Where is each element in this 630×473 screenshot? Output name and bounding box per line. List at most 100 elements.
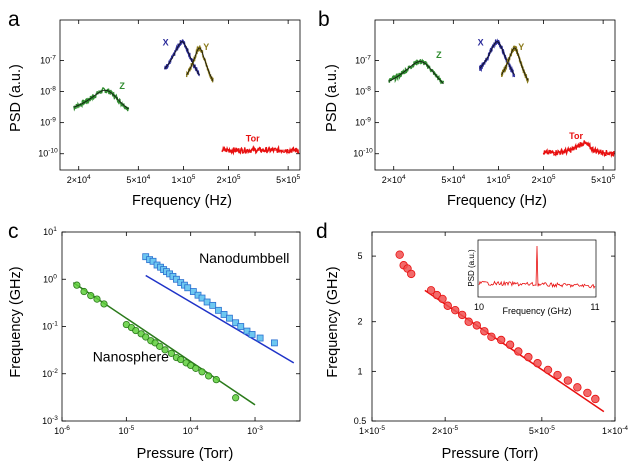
panel-d-xtick-label: 1×10-5: [359, 425, 385, 436]
panel-a-xtick-label: 5×104: [126, 174, 150, 185]
panel-c-ytick-label: 101: [43, 226, 57, 237]
panel-a-xtick-label: 1×105: [171, 174, 195, 185]
peak-label-Tor: Tor: [569, 131, 583, 141]
data-point-torsional: [583, 388, 592, 398]
panel-c: 10-6 10-5 10-4 10-3 10-3 10-2 10-1 100 101 Nanodu…: [8, 220, 301, 462]
panel-a-ytick-label: 10-8: [40, 86, 56, 97]
panel-b-xtick-label: 2×104: [382, 174, 406, 185]
psd-X-trace: [479, 38, 516, 78]
series-label-nanodumbbell: Nanodumbbell: [199, 250, 289, 266]
psd-Z-trace: [73, 86, 130, 112]
data-point-nanodumbbell: [226, 314, 233, 322]
data-point-nanodumbbell: [184, 284, 192, 292]
fit-line-nanosphere: [72, 281, 256, 406]
panel-a-plot: 2×104 5×104 1×105 2×105 5×105 10-10 10-9 10-8 10…: [38, 20, 300, 185]
panel-d: 1×10-5 2×10-5 5×10-5 1×10-4 0.5 1 2 5 d Pressur…: [316, 220, 628, 462]
inset-xlabel: Frequency (GHz): [502, 306, 571, 316]
data-point-torsional: [426, 286, 436, 295]
data-point-torsional: [457, 310, 467, 320]
panel-d-xlabel: Pressure (Torr): [442, 446, 539, 462]
data-point-nanosphere: [80, 287, 88, 296]
panel-c-ytick-label: 10-1: [42, 321, 58, 332]
panel-b-ytick-label: 10-9: [355, 117, 371, 128]
panel-d-ytick-label: 2: [357, 317, 362, 327]
panel-c-xtick-label: 10-5: [118, 425, 134, 436]
data-point-nanosphere: [156, 342, 164, 350]
data-point-torsional: [407, 269, 416, 279]
panel-a-xtick-label: 5×105: [276, 174, 300, 185]
data-point-nanosphere: [167, 349, 175, 357]
data-point-nanosphere: [232, 394, 240, 402]
data-point-nanodumbbell: [198, 294, 206, 302]
panel-d-frame: [371, 231, 616, 422]
data-point-nanodumbbell: [248, 331, 256, 338]
data-point-nanodumbbell: [189, 288, 197, 295]
panel-d-ytick-label: 1: [357, 366, 362, 376]
panel-b-xtick-label: 5×104: [441, 174, 465, 185]
series-label-nanosphere: Nanosphere: [93, 349, 169, 365]
data-point-nanosphere: [177, 355, 185, 364]
panel-c-ytick-label: 10-3: [42, 415, 58, 426]
panel-b-ytick-label: 10-8: [355, 86, 371, 97]
peak-label-Tor: Tor: [246, 133, 260, 143]
panel-c-ytick-label: 100: [43, 273, 57, 284]
panel-d-ytick-label: 5: [357, 251, 362, 261]
data-point-torsional: [591, 394, 600, 404]
data-point-nanosphere: [87, 292, 95, 300]
data-point-torsional: [563, 376, 573, 385]
data-point-nanodumbbell: [232, 319, 240, 327]
data-point-torsional: [464, 317, 473, 326]
data-point-nanosphere: [93, 295, 101, 303]
psd-Tor-fit: [543, 142, 614, 154]
psd-Z-trace: [388, 58, 445, 85]
data-point-torsional: [524, 352, 533, 362]
peak-label-X: X: [163, 38, 169, 48]
panel-d-ytick-label: 0.5: [354, 416, 367, 426]
data-point-nanodumbbell: [220, 311, 228, 318]
panel-a-xtick-label: 2×104: [67, 174, 91, 185]
panel-b-ylabel: PSD (a.u.): [324, 64, 340, 132]
data-point-nanodumbbell: [209, 301, 217, 309]
panel-a-ylabel: PSD (a.u.): [8, 64, 24, 132]
panel-b-xlabel: Frequency (Hz): [447, 193, 547, 209]
data-point-nanosphere: [142, 333, 150, 341]
panel-b-label: b: [318, 8, 330, 31]
data-point-nanodumbbell: [215, 306, 222, 314]
panel-d-xtick-label: 1×10-4: [602, 425, 628, 436]
panel-a-ytick-label: 10-10: [38, 148, 58, 159]
data-point-torsional: [505, 340, 515, 349]
data-point-nanosphere: [161, 346, 169, 354]
panel-b-plot: 2×104 5×104 1×105 2×105 5×105 10-10 10-9 10-8 10…: [353, 20, 615, 185]
inset-xmin: 10: [474, 302, 484, 312]
panel-b-xtick-label: 2×105: [532, 174, 556, 185]
peak-label-Z: Z: [436, 50, 442, 60]
panel-c-ylabel: Frequency (GHz): [8, 266, 24, 377]
panel-d-plot: 1×10-5 2×10-5 5×10-5 1×10-4 0.5 1 2 5: [354, 232, 628, 436]
panel-a-label: a: [8, 8, 20, 31]
inset-xmax: 11: [590, 302, 599, 312]
panel-b-ytick-label: 10-7: [355, 54, 371, 65]
panel-d-label: d: [316, 220, 328, 243]
data-point-torsional: [395, 250, 404, 259]
panel-d-inset: 10 11 Frequency (GHz) PSD (a.u.): [467, 239, 600, 316]
peak-label-X: X: [478, 38, 484, 48]
fit-line-nanodumbbell: [145, 274, 295, 364]
panel-a-ytick-label: 10-9: [40, 117, 56, 128]
data-point-nanodumbbell: [270, 339, 278, 347]
data-point-nanodumbbell: [237, 323, 245, 330]
data-point-nanosphere: [100, 300, 108, 308]
psd-Tor-trace: [542, 140, 615, 158]
data-point-nanosphere: [132, 326, 140, 335]
data-point-torsional: [472, 321, 482, 330]
data-point-torsional: [487, 332, 496, 342]
panel-c-plot: 10-6 10-5 10-4 10-3 10-3 10-2 10-1 100 101 Nanodu…: [42, 226, 300, 436]
data-point-nanodumbbell: [256, 334, 264, 342]
panel-a-xtick-label: 2×105: [217, 174, 241, 185]
inset-ylabel: PSD (a.u.): [467, 249, 476, 287]
psd-X-fit: [164, 41, 200, 76]
panel-a-ytick-label: 10-7: [40, 54, 56, 65]
panel-c-xlabel: Pressure (Torr): [137, 446, 234, 462]
data-point-torsional: [573, 383, 582, 392]
panel-c-xtick-label: 10-6: [54, 425, 70, 436]
